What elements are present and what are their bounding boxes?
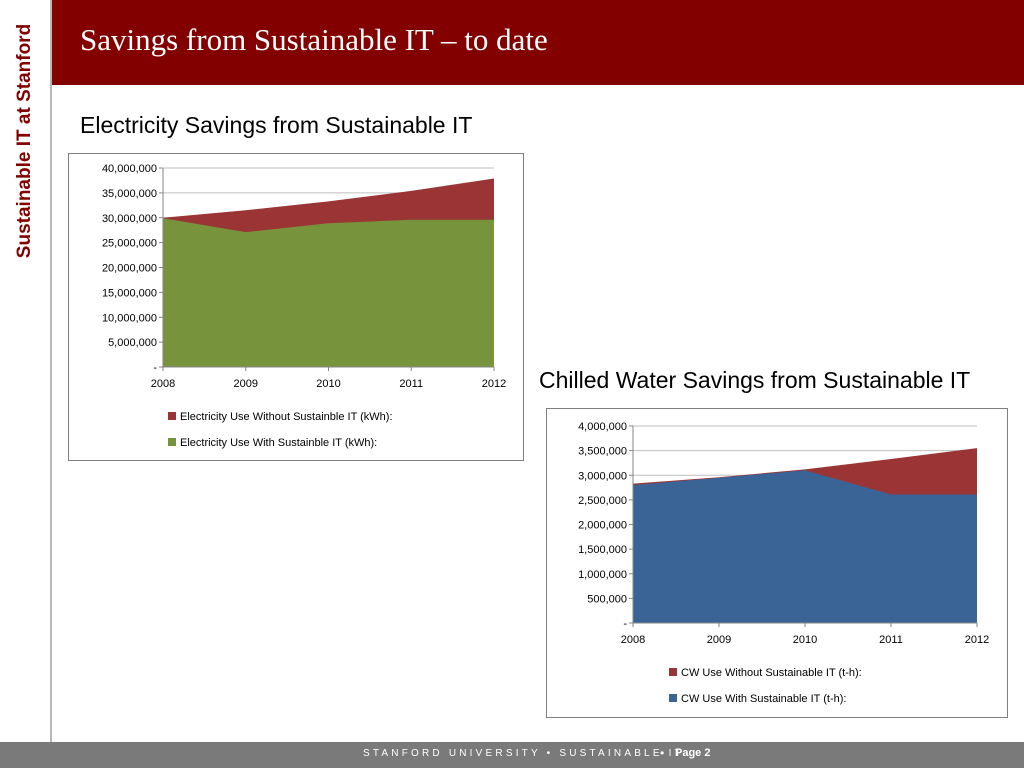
- electricity-legend-label: Electricity Use Without Sustainble IT (k…: [180, 411, 393, 423]
- electricity-xtick-label: 2008: [151, 378, 175, 390]
- side-divider: [50, 0, 52, 742]
- page-number: Page 2: [675, 747, 711, 759]
- electricity-legend-label: Electricity Use With Sustainble IT (kWh)…: [180, 437, 377, 449]
- side-band: Sustainable IT at Stanford: [0, 0, 50, 742]
- footer-text: STANFORD UNIVERSITY • SUSTAINABLE IT: [363, 748, 684, 759]
- chilled-water-ytick-label: -: [623, 618, 627, 630]
- electricity-ytick-label: -: [153, 362, 157, 374]
- electricity-ytick-label: 5,000,000: [108, 337, 157, 349]
- side-label: Sustainable IT at Stanford: [14, 23, 35, 259]
- title-bar: Savings from Sustainable IT – to date: [52, 0, 1024, 85]
- chilled-water-chart-title: Chilled Water Savings from Sustainable I…: [539, 367, 971, 393]
- footer-separator: •: [660, 746, 665, 760]
- chilled-water-xtick-label: 2009: [707, 634, 731, 646]
- chilled-water-ytick-label: 4,000,000: [578, 421, 627, 433]
- electricity-xtick-label: 2009: [234, 378, 258, 390]
- chilled-water-chart-svg: - 500,000 1,000,000 1,500,000 2,000,000 2,500…: [578, 421, 989, 705]
- chilled-water-area-with: [633, 470, 977, 623]
- chilled-water-chart: - 500,000 1,000,000 1,500,000 2,000,000 2,500…: [546, 408, 1008, 718]
- electricity-chart-title: Electricity Savings from Sustainable IT: [80, 112, 473, 138]
- electricity-xtick-label: 2011: [399, 378, 423, 390]
- electricity-ytick-label: 40,000,000: [102, 163, 157, 175]
- chilled-water-ytick-label: 3,500,000: [578, 446, 627, 458]
- chilled-water-ytick-label: 2,500,000: [578, 495, 627, 507]
- electricity-area-with: [163, 218, 494, 367]
- electricity-ytick-label: 30,000,000: [102, 213, 157, 225]
- chilled-water-ytick-label: 500,000: [587, 593, 627, 605]
- chilled-water-legend-swatch: [669, 668, 677, 676]
- chilled-water-xtick-label: 2010: [793, 634, 817, 646]
- chilled-water-xtick-label: 2011: [879, 634, 903, 646]
- chilled-water-legend-swatch: [669, 694, 677, 702]
- footer-bar: STANFORD UNIVERSITY • SUSTAINABLE IT • P…: [0, 742, 1024, 768]
- chilled-water-ytick-label: 2,000,000: [578, 520, 627, 532]
- chilled-water-legend-label: CW Use With Sustainable IT (t-h):: [681, 693, 846, 705]
- electricity-ytick-label: 15,000,000: [102, 287, 157, 299]
- electricity-xtick-label: 2012: [482, 378, 506, 390]
- chilled-water-ytick-label: 3,000,000: [578, 470, 627, 482]
- electricity-xtick-label: 2010: [316, 378, 340, 390]
- electricity-legend-swatch: [168, 438, 176, 446]
- slide-title: Savings from Sustainable IT – to date: [80, 22, 548, 57]
- chilled-water-ytick-label: 1,000,000: [578, 569, 627, 581]
- electricity-chart: - 5,000,000 10,000,000 15,000,000 20,000,000…: [68, 153, 524, 461]
- electricity-ytick-label: 25,000,000: [102, 238, 157, 250]
- chilled-water-legend-label: CW Use Without Sustainable IT (t-h):: [681, 667, 862, 679]
- chilled-water-xtick-label: 2012: [965, 634, 989, 646]
- electricity-ytick-label: 35,000,000: [102, 188, 157, 200]
- electricity-legend-swatch: [168, 412, 176, 420]
- electricity-chart-svg: - 5,000,000 10,000,000 15,000,000 20,000,000…: [102, 163, 506, 449]
- chilled-water-xtick-label: 2008: [621, 634, 645, 646]
- chilled-water-ytick-label: 1,500,000: [578, 544, 627, 556]
- electricity-ytick-label: 10,000,000: [102, 312, 157, 324]
- electricity-ytick-label: 20,000,000: [102, 263, 157, 275]
